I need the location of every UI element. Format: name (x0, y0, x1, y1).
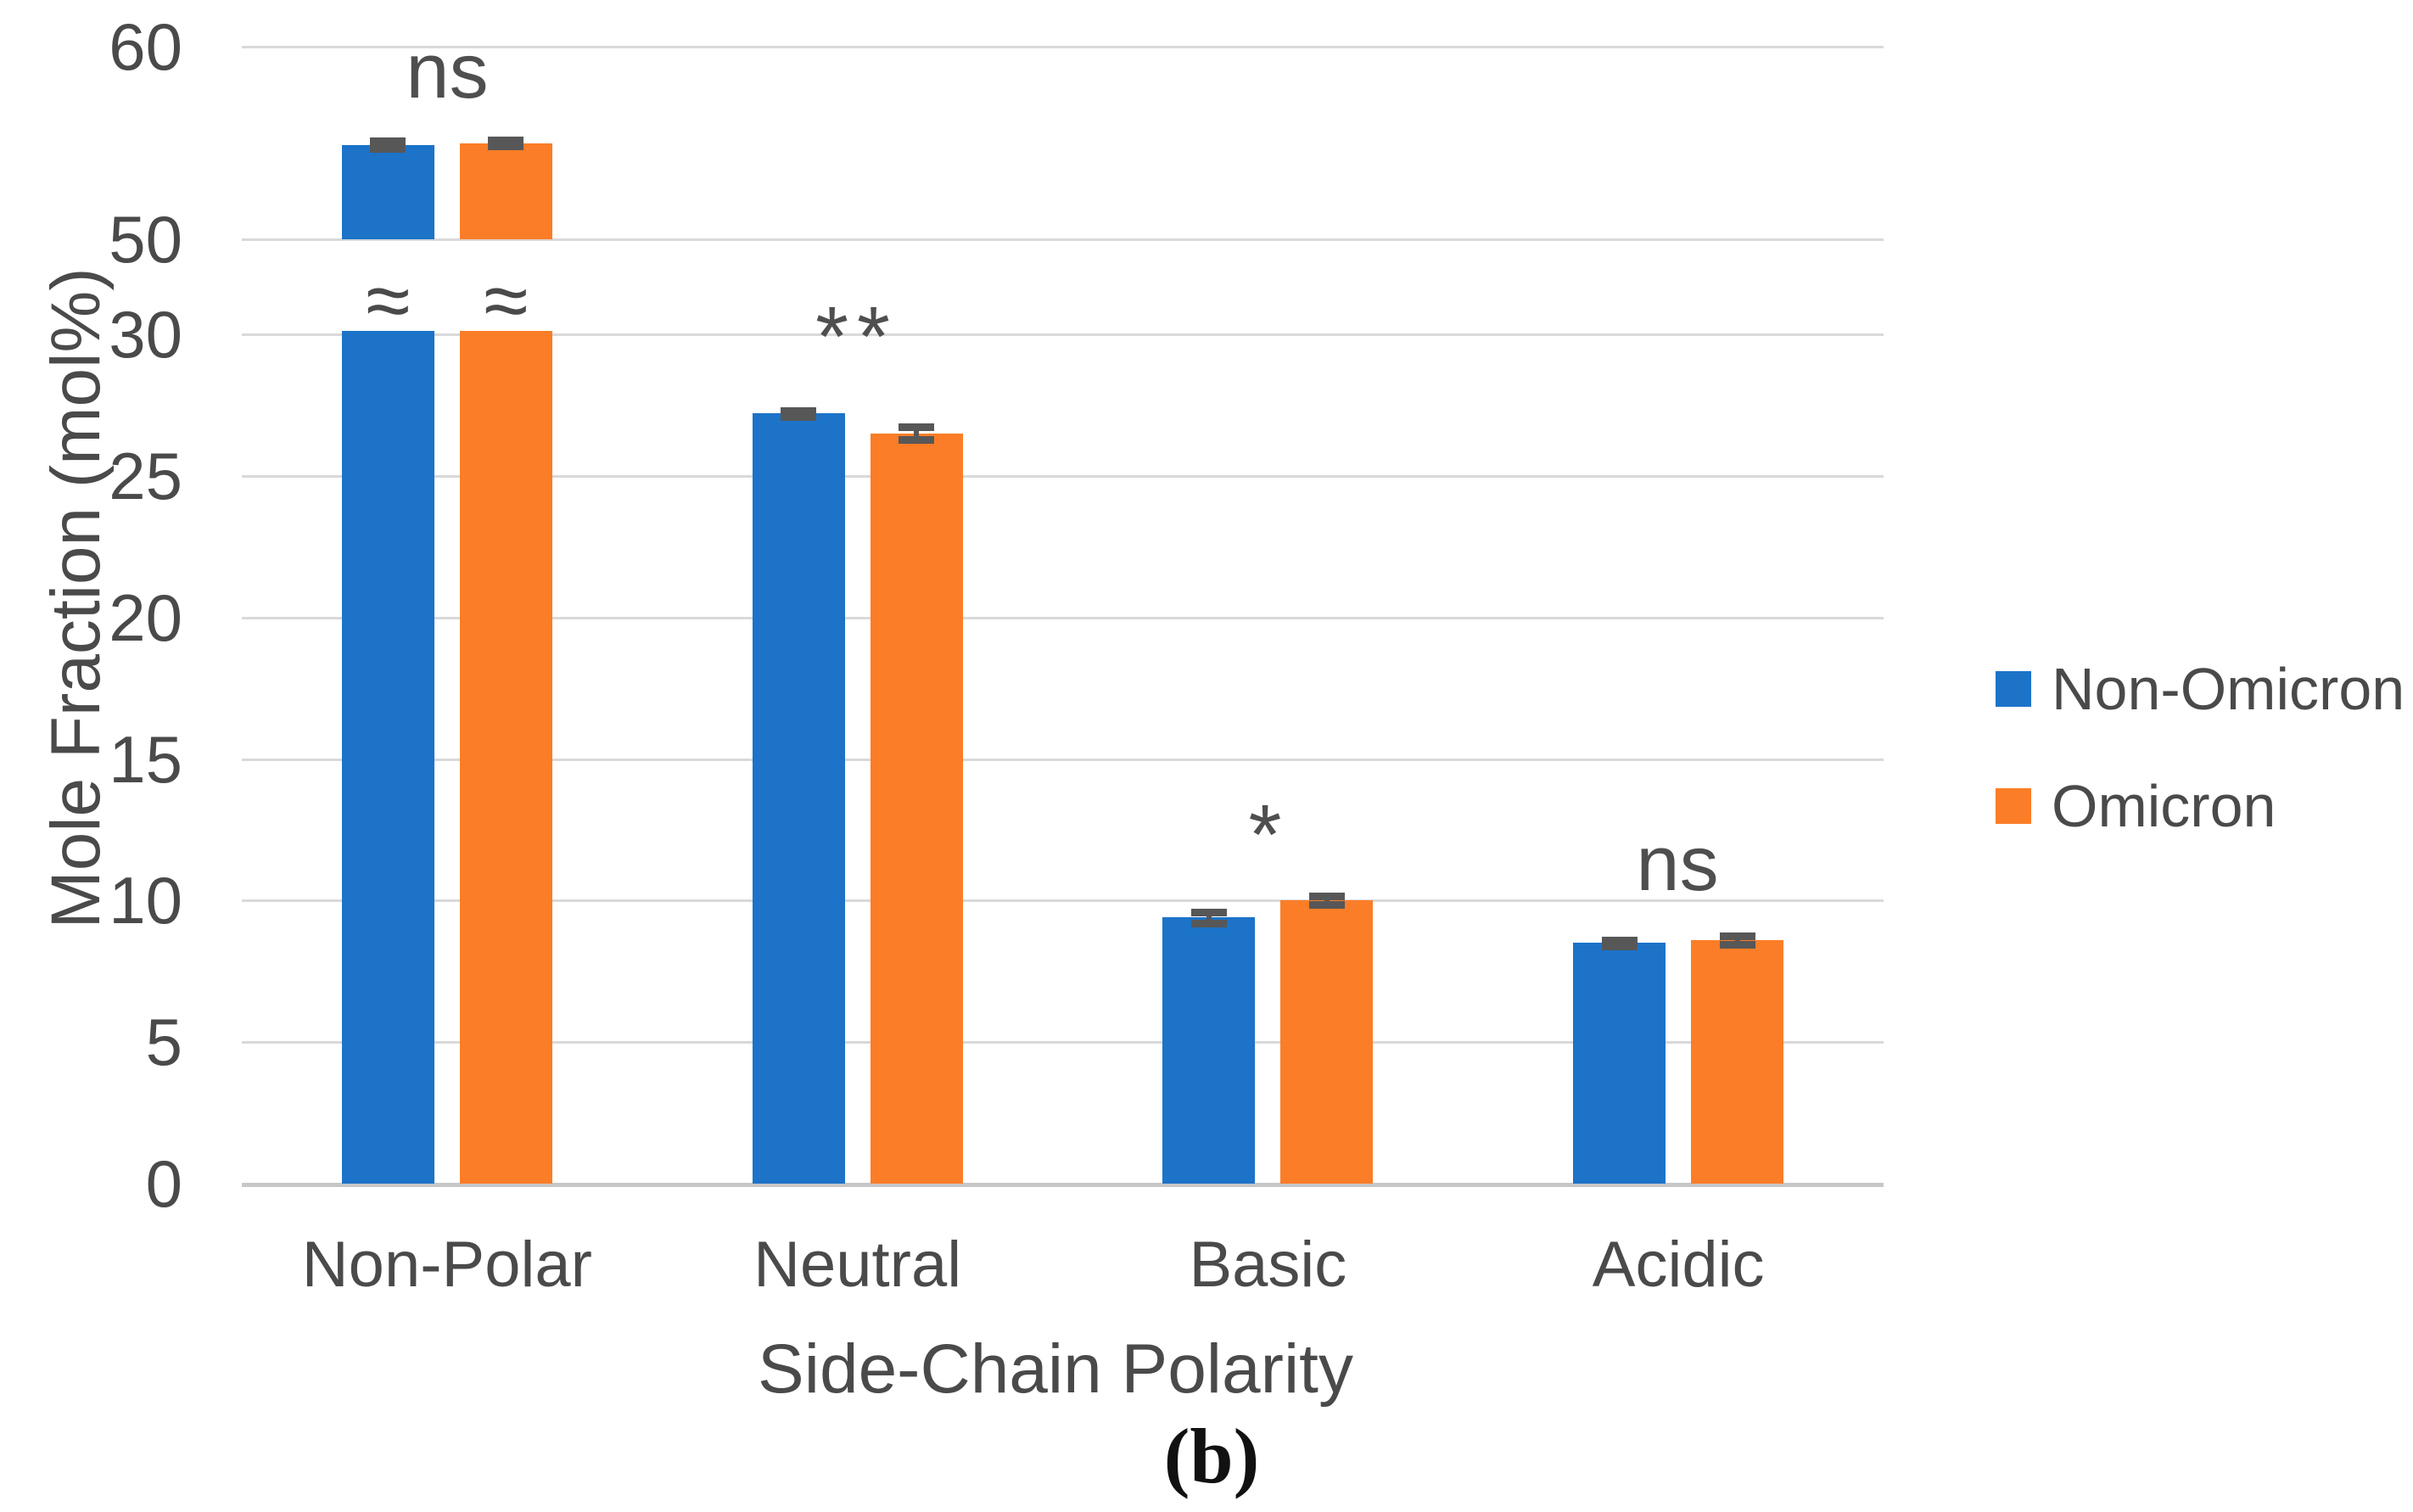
legend-item-omicron: Omicron (1996, 776, 2276, 836)
y-tick-label: 50 (109, 202, 182, 277)
legend-label-non-omicron: Non-Omicron (2052, 656, 2405, 722)
gridline (242, 758, 1884, 761)
bar-omicron-basic (1280, 900, 1374, 1184)
gridline (242, 616, 1884, 619)
x-category-label: Non-Polar (301, 1229, 592, 1301)
error-bar-cap (370, 145, 406, 154)
error-bar-cap (899, 423, 935, 432)
error-bar (1206, 911, 1212, 924)
gridline (242, 238, 1884, 241)
significance-label: ** (815, 289, 899, 384)
y-tick-label: 25 (109, 438, 182, 513)
gridline (242, 46, 1884, 48)
x-axis-title: Side-Chain Polarity (758, 1330, 1353, 1408)
error-bar-cap (1190, 908, 1227, 916)
error-bar (1734, 936, 1740, 945)
y-tick-label: 10 (109, 863, 182, 938)
x-category-label: Neutral (753, 1229, 962, 1301)
gridline (242, 899, 1884, 903)
y-tick-label: 60 (109, 9, 182, 84)
y-axis-title: Mole Fraction (mol%) (37, 267, 115, 929)
x-category-label: Basic (1189, 1229, 1347, 1301)
bar-non-omicron-acidic (1573, 943, 1666, 1184)
bar-omicron-non-polar (459, 143, 552, 239)
error-bar-cap (1719, 941, 1755, 949)
error-bar-cap (1308, 893, 1345, 901)
significance-label: ns (406, 28, 489, 115)
error-bar-cap (781, 407, 817, 416)
y-tick-label: 5 (145, 1005, 182, 1080)
y-tick-label: 30 (109, 297, 182, 372)
y-tick-label: 20 (109, 580, 182, 655)
bar-omicron-non-polar-lower (459, 331, 552, 1184)
y-tick-label: 0 (145, 1146, 182, 1221)
significance-label: * (1248, 787, 1290, 882)
error-bar-cap (370, 137, 406, 146)
legend-item-non-omicron: Non-Omicron (1996, 659, 2405, 719)
figure-caption: (b) (1163, 1413, 1260, 1499)
gridline (242, 1041, 1884, 1044)
legend-label-omicron: Omicron (2052, 773, 2276, 839)
bar-omicron-neutral (870, 433, 963, 1184)
axis-break-mark: ≈ (366, 255, 411, 346)
x-axis-line (242, 1183, 1884, 1187)
bar-non-omicron-neutral (752, 413, 845, 1184)
bar-non-omicron-basic (1162, 917, 1256, 1184)
error-bar-cap (1190, 920, 1227, 928)
error-bar-cap (488, 137, 524, 145)
significance-label: ns (1636, 820, 1719, 907)
x-category-label: Acidic (1592, 1229, 1765, 1301)
error-bar-cap (1308, 901, 1345, 910)
bar-non-omicron-non-polar (341, 144, 434, 239)
bar-non-omicron-non-polar-lower (341, 331, 434, 1184)
error-bar-cap (781, 412, 817, 421)
error-bar-cap (899, 436, 935, 445)
gridline (242, 474, 1884, 478)
axis-break-mark: ≈ (484, 255, 529, 346)
error-bar (1324, 896, 1330, 905)
error-bar (914, 427, 920, 440)
y-tick-label: 15 (109, 721, 182, 797)
bar-omicron-acidic (1691, 940, 1784, 1184)
legend-swatch-omicron (1996, 788, 2031, 824)
error-bar-cap (1601, 942, 1638, 950)
gridline (242, 333, 1884, 336)
error-bar-cap (1719, 932, 1755, 941)
legend-swatch-non-omicron (1996, 671, 2031, 707)
error-bar-cap (488, 142, 524, 150)
error-bar-cap (1601, 937, 1638, 945)
